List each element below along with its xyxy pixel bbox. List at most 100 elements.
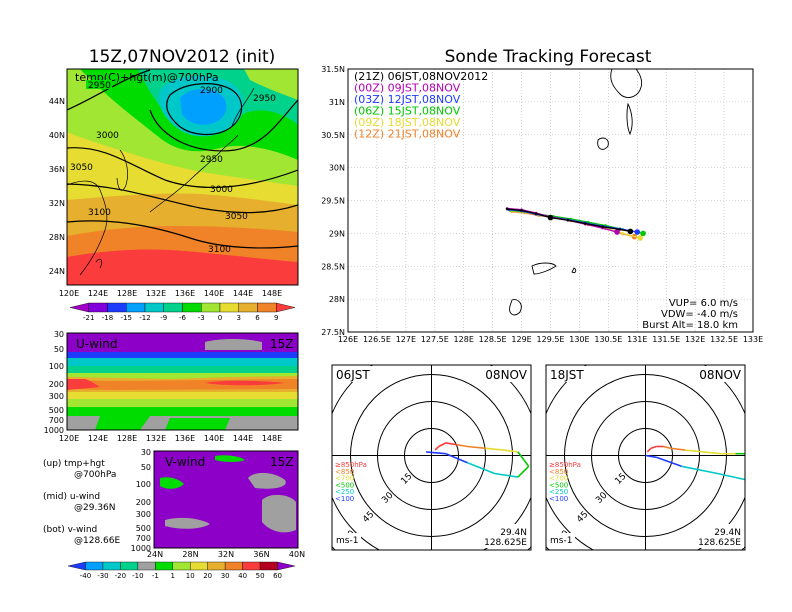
hodograph-trace-segment [645, 454, 657, 459]
hodograph-trace-segment [438, 442, 447, 448]
temp-colorbar-swatch [238, 302, 258, 313]
temp-lat-label: 32N [49, 199, 65, 208]
hodograph-lat: 29.4N [500, 528, 527, 538]
hodograph-time-bg [333, 366, 377, 382]
contour-3000 [67, 147, 298, 189]
temp-colorbar-label: -9 [160, 314, 167, 322]
main-lat-label: 27.5N [321, 328, 345, 337]
hodograph-1: 1530456006JST 08NOV ≥850hPa<850<700<500<25… [331, 364, 532, 551]
main-lon-label: 127.5E [421, 335, 449, 344]
legend-entry: (06Z) 15JST,08NOV [354, 105, 461, 118]
contour-label-1: 2950 [88, 81, 111, 91]
main-lat-label: 30N [329, 164, 345, 173]
hodograph-trace-segment [494, 472, 519, 478]
temp-band-ne [244, 69, 298, 100]
wind-colorbar-swatch [67, 561, 86, 571]
temp-colorbar-label: 3 [237, 314, 241, 322]
u-wind-pressure-label: 100 [49, 362, 64, 371]
temp-lat-label: 44N [49, 97, 65, 106]
main-plot-frame [347, 68, 754, 333]
temp-colorbar-label: 9 [274, 314, 278, 322]
wind-colorbar-swatch [155, 561, 173, 571]
u-wind-lon-label: 128E [117, 434, 137, 443]
hodograph-level-label: ≥850hPa [549, 461, 581, 469]
track-point [601, 225, 604, 229]
wind-colorbar [67, 561, 296, 571]
hodograph-unit-bg [547, 533, 575, 546]
temp-lon-label: 144E [233, 289, 253, 298]
temp-lon-label: 124E [88, 289, 108, 298]
coast-kikai [571, 267, 577, 273]
coast-tanegashima [626, 102, 633, 136]
hodograph-trace-segment [646, 447, 652, 453]
launch-point [547, 214, 554, 221]
hodograph-time: 18JST [550, 368, 584, 382]
u-wind-pressure-label: 500 [49, 406, 64, 415]
temp-colorbar-swatch [276, 302, 296, 313]
main-lat-label: 31.5N [321, 65, 345, 74]
main-lon-label: 126E [338, 335, 358, 344]
u-wind-lon-label: 148E [262, 434, 282, 443]
v-wind-lat-label: 40N [289, 550, 305, 559]
u-wind-pressure-label: 300 [49, 392, 64, 401]
contour-label-2: 2900 [200, 86, 223, 96]
u-wind-lon-label: 124E [88, 434, 108, 443]
hodograph-date-bg [695, 366, 744, 382]
temp-colorbar-swatch [219, 302, 239, 313]
track-endpoint [614, 229, 620, 235]
v-wind-pressure-label: 50 [141, 463, 151, 472]
temp-colorbar-swatch [126, 302, 146, 313]
u-wind-band-8 [67, 392, 298, 399]
main-lon-label: 132.5E [710, 335, 738, 344]
sonde-params: VUP= 6.0 m/s VDW= -4.0 m/s Burst Alt= 18… [642, 298, 738, 331]
temp-lat-label: 28N [49, 233, 65, 242]
hodograph-trace-segment [445, 452, 468, 464]
main-lat-labels: 31.5N 31N 30.5N 30N 29.5N 29N 28.5N 28N 27.5N [321, 65, 345, 337]
track-point [566, 218, 570, 222]
hodograph-trace-segment [445, 442, 457, 446]
main-lon-label: 129.5E [537, 335, 565, 344]
wind-colorbar-swatch [85, 561, 104, 571]
track-point [583, 222, 587, 225]
coast-hokkaido [231, 87, 255, 127]
track-endpoint [637, 235, 643, 241]
v-wind-patch-green [160, 477, 184, 489]
u-wind-pressure-label: 700 [49, 416, 64, 425]
main-lat-label: 28.5N [321, 262, 345, 271]
note-2-line1: (mid) u-wind [43, 492, 100, 502]
u-wind-jet-east [205, 380, 285, 386]
coast-korea [116, 149, 128, 191]
hodograph-date-bg [481, 366, 530, 382]
v-wind-patch-gray-1 [248, 472, 286, 489]
hodograph-ring-label: 30 [594, 490, 609, 505]
temp-lat-label: 40N [49, 131, 65, 140]
temp-colorbar-label: -21 [83, 314, 94, 322]
coast-tokunoshima [509, 299, 522, 316]
hodograph-level-label: <250 [335, 488, 354, 496]
temp-map-title: 15Z,07NOV2012 (init) [89, 47, 276, 67]
legend-entry: (09Z) 18JST,08NOV [354, 116, 461, 129]
temp-lon-label: 128E [117, 289, 137, 298]
contour-label-5: 3050 [70, 163, 93, 173]
contour-2950-e [149, 99, 298, 152]
u-wind-band-1 [67, 352, 298, 358]
main-lon-labels: 126E 126.5E 127E 127.5E 128E 128.5E 129E 129.5E… [338, 335, 763, 344]
hodograph-level-label: <500 [335, 481, 354, 489]
hodograph-lon: 128.625E [484, 538, 527, 548]
wind-colorbar-label: -10 [132, 572, 143, 580]
v-wind-pressure-label: 500 [136, 524, 151, 533]
legend-entry: (00Z) 09JST,08NOV [354, 82, 461, 95]
contour-labels: 2950 2900 2950 3000 3050 2950 3000 3050 … [70, 80, 276, 255]
hodograph-level-label: <250 [549, 488, 568, 496]
hodograph-trace-segment [670, 447, 686, 451]
hodograph-trace-segment [650, 445, 657, 450]
temp-colorbar-swatch [201, 302, 221, 313]
wind-colorbar-label: 20 [203, 572, 212, 580]
hodograph-trace-segment [703, 451, 722, 455]
coast-china [67, 180, 108, 276]
contour-3100 [67, 220, 298, 249]
wind-colorbar-labels: -40 -30 -20 -10 -1 1 10 20 30 40 50 60 [80, 572, 282, 580]
temp-field [67, 69, 298, 285]
